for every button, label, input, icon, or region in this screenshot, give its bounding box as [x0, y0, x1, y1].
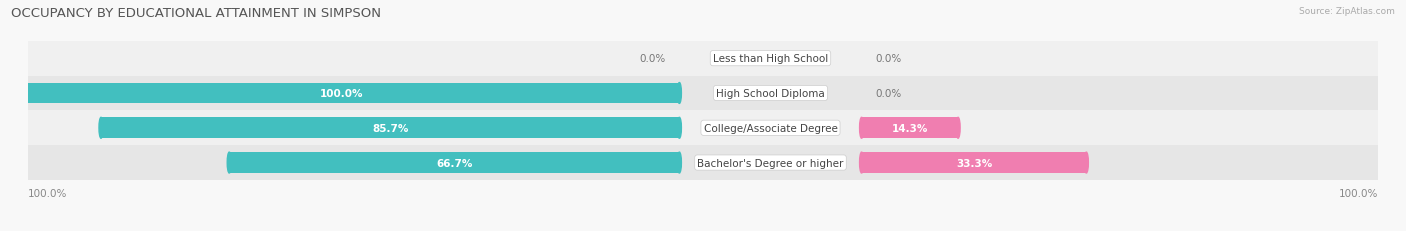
Text: OCCUPANCY BY EDUCATIONAL ATTAINMENT IN SIMPSON: OCCUPANCY BY EDUCATIONAL ATTAINMENT IN S… — [11, 7, 381, 20]
Bar — [862, 118, 957, 139]
Circle shape — [859, 118, 863, 139]
Circle shape — [228, 152, 231, 173]
Text: Source: ZipAtlas.com: Source: ZipAtlas.com — [1299, 7, 1395, 16]
Circle shape — [1084, 152, 1088, 173]
Text: Bachelor's Degree or higher: Bachelor's Degree or higher — [697, 158, 844, 168]
Text: 0.0%: 0.0% — [875, 88, 901, 99]
Text: Less than High School: Less than High School — [713, 54, 828, 64]
Circle shape — [678, 83, 682, 104]
Circle shape — [859, 152, 863, 173]
Circle shape — [3, 83, 7, 104]
Circle shape — [98, 118, 103, 139]
Text: College/Associate Degree: College/Associate Degree — [703, 123, 838, 133]
Circle shape — [678, 152, 682, 173]
Text: 66.7%: 66.7% — [436, 158, 472, 168]
Bar — [862, 152, 1087, 173]
Bar — [229, 152, 679, 173]
Bar — [28, 76, 1378, 111]
Text: 85.7%: 85.7% — [373, 123, 408, 133]
Text: 100.0%: 100.0% — [321, 88, 364, 99]
Bar — [28, 111, 1378, 146]
Bar — [28, 146, 1378, 180]
Text: 0.0%: 0.0% — [640, 54, 666, 64]
Text: 100.0%: 100.0% — [1339, 188, 1378, 198]
Bar — [28, 42, 1378, 76]
Bar — [101, 118, 679, 139]
Text: 14.3%: 14.3% — [891, 123, 928, 133]
Circle shape — [678, 118, 682, 139]
Text: 100.0%: 100.0% — [28, 188, 67, 198]
Text: 0.0%: 0.0% — [875, 54, 901, 64]
Text: 33.3%: 33.3% — [956, 158, 993, 168]
Bar — [4, 83, 679, 104]
Circle shape — [956, 118, 960, 139]
Text: High School Diploma: High School Diploma — [716, 88, 825, 99]
